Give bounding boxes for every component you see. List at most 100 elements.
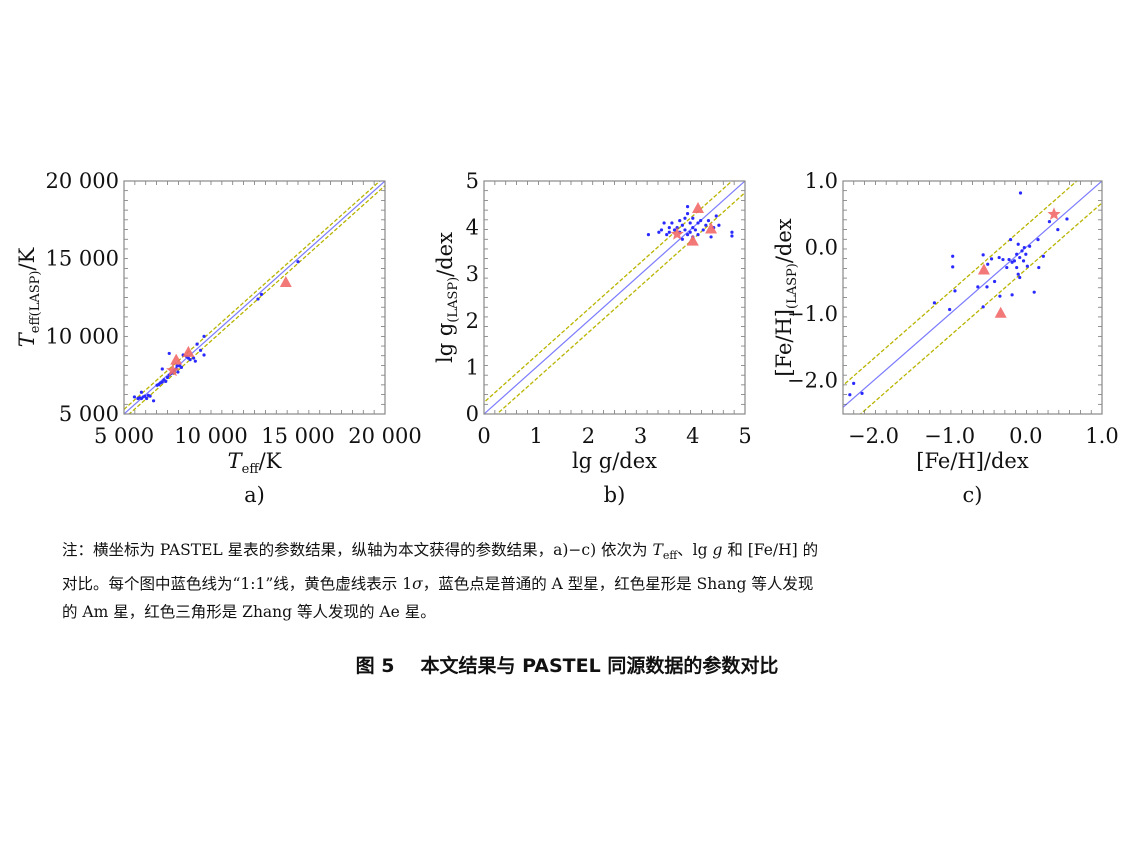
data-point-normal-a (195, 342, 199, 346)
y-tick-label: 4 (466, 216, 479, 240)
data-point-normal-a (670, 221, 674, 225)
data-point-ae-triangle (170, 353, 183, 365)
x-axis-label: [Fe/H]/dex (916, 449, 1029, 473)
x-axis-label-main: T (228, 449, 244, 473)
data-point-normal-a (848, 393, 852, 397)
x-tick-label: 0.0 (1009, 424, 1042, 448)
sigma-dashed-line (484, 181, 733, 404)
data-point-normal-a (696, 221, 700, 225)
note-text: 注：横坐标为 PASTEL 星表的参数结果，纵轴为本文获得的参数结果，a)−c)… (62, 541, 653, 559)
y-axis-label: lg g(LASP)/dex (433, 232, 461, 363)
x-axis-label: Teff/K (228, 449, 282, 477)
y-tick-label: 1 (466, 355, 479, 379)
data-point-normal-a (691, 216, 695, 220)
plot-frame (483, 180, 746, 415)
y-axis-label-sub: (LASP) (446, 277, 461, 323)
data-point-normal-a (657, 230, 661, 234)
one-to-one-line (124, 181, 385, 414)
data-point-normal-a (717, 223, 721, 227)
y-axis-label-main: [Fe/H] (772, 309, 796, 377)
figure-note: 注：横坐标为 PASTEL 星表的参数结果，纵轴为本文获得的参数结果，a)−c)… (62, 536, 1072, 626)
data-point-normal-a (948, 307, 952, 312)
data-point-normal-a (1015, 252, 1019, 256)
sigma-dashed-line (124, 181, 381, 410)
y-axis-label-main: lg g (433, 323, 457, 363)
data-point-normal-a (202, 353, 206, 357)
note-teff: T (652, 541, 663, 559)
data-point-normal-a (680, 237, 684, 241)
data-point-normal-a (951, 265, 955, 269)
data-point-normal-a (176, 370, 180, 374)
x-axis-label-sub: eff (242, 462, 261, 477)
x-tick-label: 4 (686, 424, 699, 448)
note-text: 和 [Fe/H] 的 (722, 541, 819, 559)
data-point-normal-a (706, 219, 711, 223)
data-point-normal-a (680, 223, 684, 227)
data-point-normal-a (143, 394, 147, 398)
data-point-normal-a (1016, 242, 1020, 246)
data-point-normal-a (256, 297, 260, 301)
data-point-normal-a (976, 285, 980, 289)
y-tick-label: 5 (466, 169, 479, 193)
data-point-normal-a (1010, 293, 1014, 297)
x-tick-label: 3 (634, 424, 647, 448)
note-g: g (712, 541, 723, 559)
data-point-normal-a (1018, 191, 1023, 195)
plot-area (843, 181, 1102, 414)
data-point-normal-a (691, 226, 695, 230)
y-axis-label-sub: (LASP) (785, 263, 800, 309)
y-tick-label: 5 000 (59, 402, 119, 426)
x-tick-label: 10 000 (174, 424, 247, 448)
x-tick-label: 5 (738, 424, 751, 448)
data-point-normal-a (685, 212, 690, 216)
data-point-normal-a (1047, 220, 1052, 224)
data-point-normal-a (730, 230, 734, 234)
data-point-am-star (166, 363, 180, 377)
x-tick-label: −2.0 (848, 424, 899, 448)
x-axis-label-suffix: /dex (612, 449, 657, 473)
x-tick-label: 1.0 (1085, 424, 1118, 448)
note-teff-sub: eff (662, 549, 678, 563)
x-tick-label: −1.0 (924, 424, 975, 448)
y-tick-label: 3 (466, 262, 479, 286)
plot-frame (842, 180, 1103, 415)
one-to-one-line (484, 181, 745, 414)
data-point-normal-a (1036, 237, 1040, 242)
data-point-normal-a (1015, 265, 1019, 270)
note-text: ，蓝色点是普通的 A 型星，红色星形是 Shang 等人发现 (422, 575, 814, 594)
sigma-dashed-line (496, 191, 745, 414)
data-point-normal-a (165, 375, 170, 380)
data-point-normal-a (953, 289, 957, 293)
data-point-ae-triangle (182, 345, 195, 357)
x-axis-label-suffix: /K (259, 449, 282, 473)
data-point-normal-a (179, 365, 184, 369)
y-tick-label: 0.0 (805, 236, 838, 260)
note-sigma: σ (412, 575, 423, 594)
panel-label: b) (604, 483, 626, 507)
data-point-normal-a (693, 228, 698, 232)
data-point-normal-a (151, 399, 156, 403)
one-to-one-line (843, 181, 1102, 409)
note-text: 、lg (677, 541, 713, 559)
data-point-normal-a (704, 223, 708, 227)
data-point-normal-a (1022, 245, 1026, 250)
y-tick-label: 10 000 (46, 324, 119, 348)
data-point-normal-a (696, 232, 700, 237)
data-point-normal-a (1025, 264, 1029, 268)
data-point-normal-a (1056, 227, 1060, 232)
data-point-normal-a (989, 257, 994, 261)
data-point-normal-a (139, 390, 143, 394)
data-point-normal-a (202, 334, 206, 338)
data-point-normal-a (852, 381, 856, 385)
plot-area (124, 181, 385, 414)
data-point-ae-triangle (279, 275, 292, 287)
y-axis-label-suffix: /dex (433, 232, 457, 277)
scatter-panel-1: 5 000 10 000 15 000 20 000 5 000 10 000 15 000… (15, 169, 422, 507)
panel-label: a) (244, 483, 265, 507)
figure-number: 图 5 (355, 655, 395, 677)
data-point-normal-a (193, 359, 197, 363)
note-text: 对比。每个图中蓝色线为“1:1”线，黄色虚线表示 1 (62, 575, 413, 594)
data-point-normal-a (667, 226, 671, 230)
x-axis-label-suffix: /dex (984, 449, 1029, 473)
